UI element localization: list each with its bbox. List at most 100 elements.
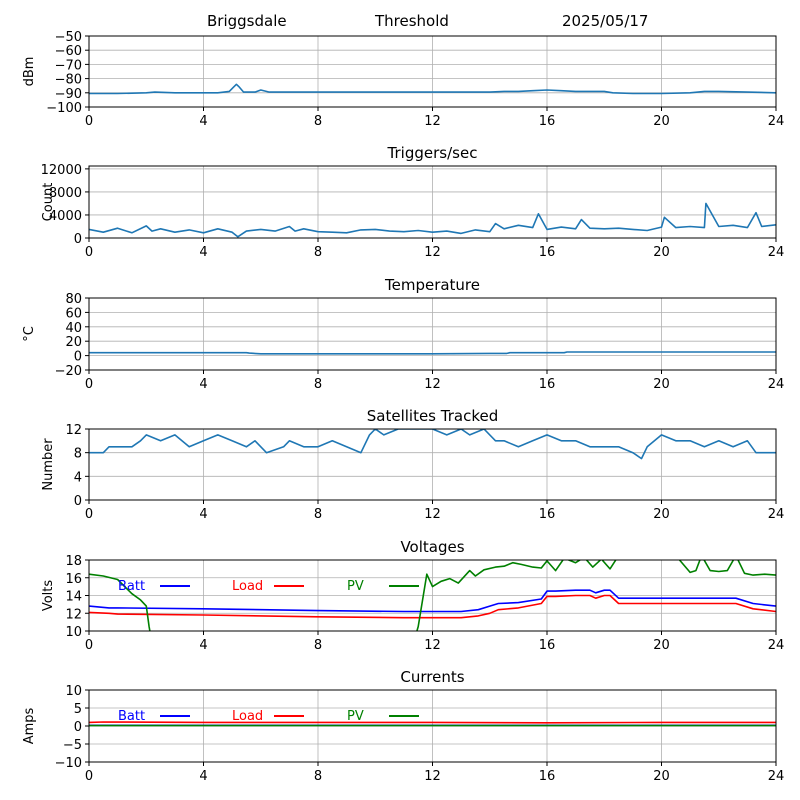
y-tick-label: 80 (65, 292, 82, 307)
x-tick-label: 12 (424, 638, 441, 653)
y-tick-label: 10 (65, 684, 82, 699)
x-tick-label: 4 (199, 245, 207, 260)
legend-label-batt: Batt (118, 579, 145, 594)
x-tick-label: 20 (653, 377, 670, 392)
x-tick-label: 0 (85, 245, 93, 260)
y-tick-label: 8 (74, 447, 82, 462)
y-axis-label: Number (41, 438, 56, 491)
y-axis-label: °C (22, 326, 37, 342)
y-tick-label: 60 (65, 306, 82, 321)
legend-label-pv: PV (347, 579, 364, 594)
x-tick-label: 16 (539, 245, 556, 260)
y-tick-label: 40 (65, 321, 82, 336)
chart-title: Voltages (400, 538, 464, 556)
series-line-1 (89, 351, 776, 355)
y-axis-label: Amps (22, 707, 37, 744)
x-tick-label: 24 (768, 507, 785, 522)
y-tick-label: 20 (65, 335, 82, 350)
x-tick-label: 20 (653, 507, 670, 522)
y-tick-label: 12000 (41, 163, 82, 178)
x-tick-label: 12 (424, 114, 441, 129)
x-tick-label: 8 (314, 245, 322, 260)
x-tick-label: 0 (85, 507, 93, 522)
x-tick-label: 24 (768, 245, 785, 260)
x-tick-label: 4 (199, 377, 207, 392)
y-tick-label: −100 (46, 101, 82, 116)
date-label: 2025/05/17 (562, 12, 649, 30)
x-tick-label: 16 (539, 507, 556, 522)
y-tick-label: 0 (74, 232, 82, 247)
x-tick-label: 8 (314, 769, 322, 784)
x-tick-label: 16 (539, 769, 556, 784)
series-line-pv (89, 560, 776, 631)
x-tick-label: 0 (85, 769, 93, 784)
y-tick-label: −70 (55, 58, 82, 73)
x-tick-label: 16 (539, 114, 556, 129)
y-tick-label: 0 (74, 350, 82, 365)
mode-label: Threshold (375, 12, 449, 30)
x-tick-label: 8 (314, 507, 322, 522)
x-tick-label: 4 (199, 769, 207, 784)
legend-label-load: Load (232, 579, 263, 594)
chart-title: Temperature (384, 276, 480, 294)
x-tick-label: 12 (424, 769, 441, 784)
station-name: Briggsdale (207, 12, 287, 30)
y-tick-label: −20 (55, 364, 82, 379)
y-tick-label: 0 (74, 494, 82, 509)
y-tick-label: 12 (65, 423, 82, 438)
y-tick-label: −5 (63, 738, 82, 753)
y-tick-label: 10 (65, 625, 82, 640)
y-tick-label: 8000 (49, 186, 82, 201)
series-line-batt (89, 589, 776, 613)
x-tick-label: 4 (199, 507, 207, 522)
y-tick-label: 4000 (49, 209, 82, 224)
x-tick-label: 16 (539, 377, 556, 392)
chart-title: Currents (400, 668, 464, 686)
y-axis-label: Count (41, 183, 56, 222)
x-tick-label: 0 (85, 114, 93, 129)
x-tick-label: 4 (199, 638, 207, 653)
x-tick-label: 16 (539, 638, 556, 653)
x-tick-label: 20 (653, 638, 670, 653)
series-line-1 (89, 83, 776, 95)
x-tick-label: 4 (199, 114, 207, 129)
legend-label-load: Load (232, 709, 263, 724)
x-tick-label: 20 (653, 245, 670, 260)
y-axis-label: dBm (22, 57, 37, 87)
chart-title: Satellites Tracked (367, 407, 498, 425)
x-tick-label: 0 (85, 638, 93, 653)
y-tick-label: −80 (55, 73, 82, 88)
x-tick-label: 24 (768, 769, 785, 784)
y-tick-label: 12 (65, 607, 82, 622)
chart-title: Triggers/sec (387, 144, 478, 162)
y-tick-label: 18 (65, 554, 82, 569)
x-tick-label: 12 (424, 377, 441, 392)
x-tick-label: 24 (768, 377, 785, 392)
x-tick-label: 20 (653, 769, 670, 784)
y-axis-label: Volts (41, 580, 56, 612)
x-tick-label: 8 (314, 114, 322, 129)
x-tick-label: 12 (424, 245, 441, 260)
y-tick-label: 16 (65, 572, 82, 587)
y-tick-label: 5 (74, 702, 82, 717)
y-tick-label: −10 (55, 756, 82, 771)
x-tick-label: 12 (424, 507, 441, 522)
y-tick-label: 4 (74, 470, 82, 485)
y-tick-label: −50 (55, 30, 82, 45)
x-tick-label: 24 (768, 114, 785, 129)
y-tick-label: −90 (55, 87, 82, 102)
y-tick-label: 0 (74, 720, 82, 735)
series-line-load (89, 594, 776, 619)
legend-label-batt: Batt (118, 709, 145, 724)
x-tick-label: 24 (768, 638, 785, 653)
x-tick-label: 8 (314, 377, 322, 392)
legend-label-pv: PV (347, 709, 364, 724)
y-tick-label: −60 (55, 44, 82, 59)
y-tick-label: 14 (65, 590, 82, 605)
series-line-load (89, 721, 776, 724)
x-tick-label: 8 (314, 638, 322, 653)
x-tick-label: 20 (653, 114, 670, 129)
x-tick-label: 0 (85, 377, 93, 392)
series-line-1 (89, 429, 776, 460)
